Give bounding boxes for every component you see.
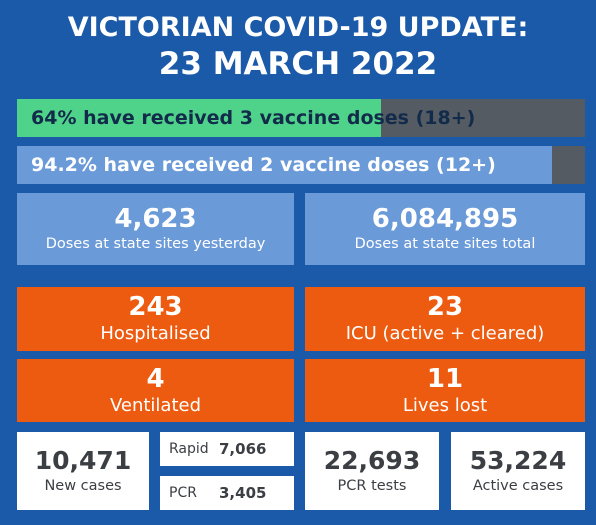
icu-label: ICU (active + cleared) <box>345 323 545 344</box>
ventilated-value: 4 <box>146 363 165 394</box>
lives-lost-tile: 11 Lives lost <box>305 359 585 422</box>
new-cases-value: 10,471 <box>34 446 132 475</box>
doses-total-label: Doses at state sites total <box>354 236 536 252</box>
ventilated-label: Ventilated <box>109 394 202 416</box>
doses-yesterday-tile: 4,623 Doses at state sites yesterday <box>17 193 294 265</box>
vaccine-2-dose-label: 94.2% have received 2 vaccine doses (12+… <box>31 154 496 176</box>
doses-total-value: 6,084,895 <box>371 204 519 234</box>
active-cases-label: Active cases <box>472 478 564 494</box>
pcr-tests-label: PCR tests <box>337 478 407 494</box>
doses-total-tile: 6,084,895 Doses at state sites total <box>305 193 585 265</box>
icu-value: 23 <box>426 292 464 322</box>
rapid-value: 7,066 <box>219 440 267 458</box>
vaccine-2-dose-fill <box>17 146 553 184</box>
active-cases-tile: 53,224 Active cases <box>451 432 585 510</box>
hospitalised-value: 243 <box>128 292 183 322</box>
rapid-tests-pill: Rapid 7,066 <box>160 432 294 466</box>
pcr-label: PCR <box>169 485 197 501</box>
pcr-value: 3,405 <box>219 484 267 502</box>
new-cases-label: New cases <box>44 478 122 494</box>
rapid-label: Rapid <box>169 441 209 457</box>
ventilated-tile: 4 Ventilated <box>17 359 294 422</box>
pcr-tests-tile: 22,693 PCR tests <box>305 432 439 510</box>
new-cases-tile: 10,471 New cases <box>17 432 149 510</box>
hospitalised-tile: 243 Hospitalised <box>17 287 294 351</box>
title-date: 23 MARCH 2022 <box>158 46 438 82</box>
icu-tile: 23 ICU (active + cleared) <box>305 287 585 351</box>
title-line-1: VICTORIAN COVID-19 UPDATE: <box>67 12 529 43</box>
doses-yesterday-value: 4,623 <box>114 204 197 234</box>
vaccine-3-dose-fill <box>17 99 381 137</box>
doses-yesterday-label: Doses at state sites yesterday <box>45 236 266 252</box>
lives-lost-value: 11 <box>426 363 464 394</box>
pcr-tests-value: 22,693 <box>323 446 421 475</box>
vaccine-3-dose-bar: 64% have received 3 vaccine doses (18+) <box>17 99 585 137</box>
vaccine-2-dose-bar: 94.2% have received 2 vaccine doses (12+… <box>17 146 585 184</box>
vaccine-3-dose-label: 64% have received 3 vaccine doses (18+) <box>31 107 476 129</box>
hospitalised-label: Hospitalised <box>100 323 211 344</box>
active-cases-value: 53,224 <box>469 446 567 475</box>
lives-lost-label: Lives lost <box>402 394 488 416</box>
pcr-cases-pill: PCR 3,405 <box>160 476 294 510</box>
